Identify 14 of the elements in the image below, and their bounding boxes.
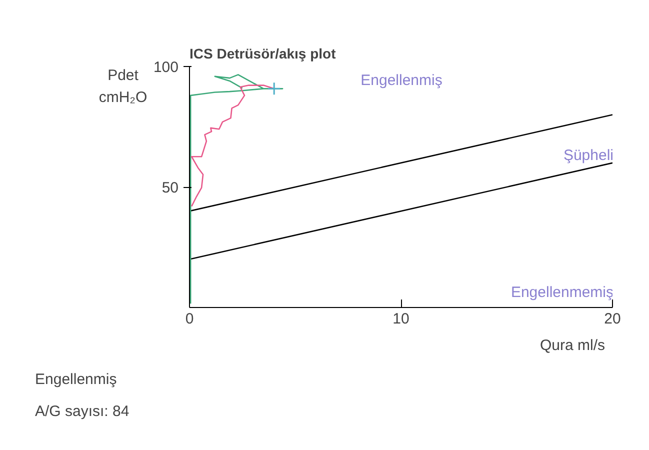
annotation: Şüpheli	[563, 147, 614, 164]
x-tick-label: 20	[604, 310, 621, 328]
line-series	[190, 74, 284, 304]
x-tick-label: 0	[185, 310, 194, 328]
y-axis-title: Pdet cmH₂O	[98, 67, 148, 106]
annotation: Engellenmiş	[360, 72, 442, 89]
line-series	[190, 84, 275, 207]
text: A/G sayısı: 84	[35, 402, 130, 422]
y-tick-label: 100	[153, 59, 179, 76]
x-tick-label: 10	[392, 310, 410, 328]
y-tick-label: 50	[162, 180, 179, 196]
text: Engellenmiş	[35, 370, 117, 390]
x-axis-title: Qura ml/s	[538, 336, 605, 356]
chart-title: ICS Detrüsör/akış plot	[190, 46, 336, 62]
